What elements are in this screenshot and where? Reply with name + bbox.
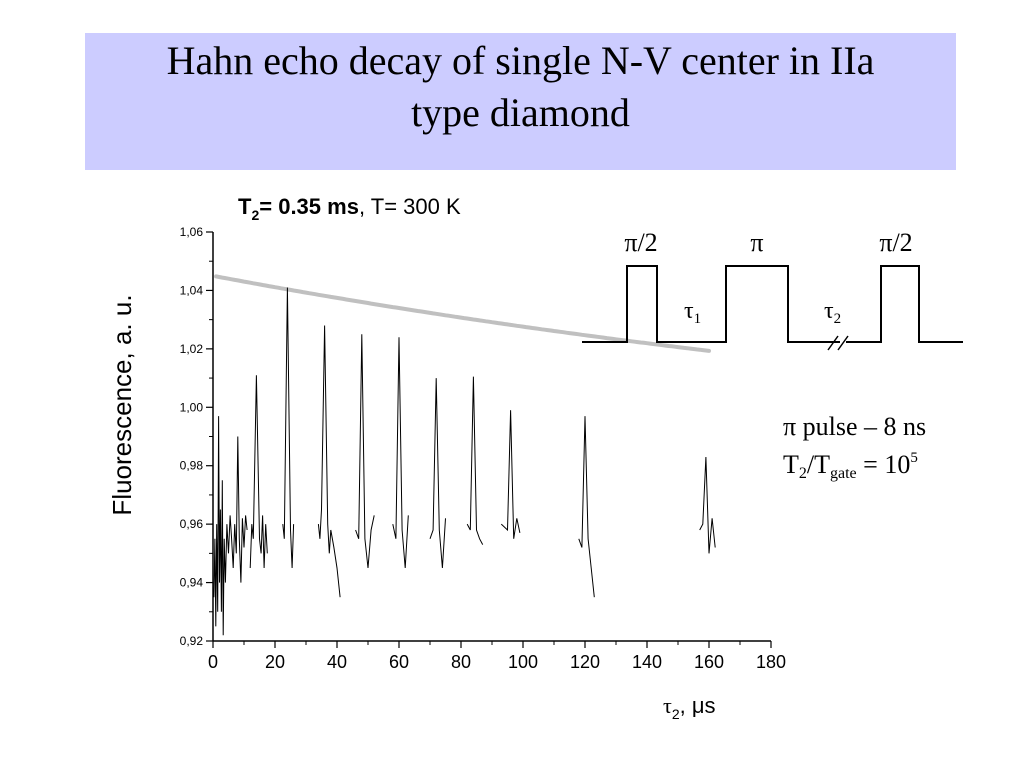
pulse-label-pi: π: [750, 228, 763, 257]
data-segment: [466, 376, 484, 545]
x-tick-label: 80: [451, 652, 471, 672]
data-segment: [699, 456, 716, 554]
slide-title-line2: type diamond: [411, 90, 630, 135]
ratio-t: T: [783, 450, 799, 479]
slide-title: Hahn echo decay of single N-V center in …: [85, 35, 956, 139]
pulse-label-pi-half-2: π/2: [879, 228, 912, 257]
data-segment: [213, 416, 248, 636]
x-tick-label: 140: [632, 652, 662, 672]
x-axis-label-subscript: 2: [672, 706, 680, 722]
ratio-exponent: 5: [910, 450, 918, 466]
tau2-symbol: τ: [824, 298, 834, 324]
data-segment: [317, 325, 341, 598]
data-series-group: [213, 287, 716, 636]
title-box: Hahn echo decay of single N-V center in …: [85, 33, 956, 170]
plot-axes: 0,92 0,94 0,96 0,98 1,00 1,02 1,04 1,06 0 20 40 60 8…: [180, 225, 786, 672]
x-tick-label: 160: [694, 652, 724, 672]
y-tick-label: 1,04: [180, 283, 204, 297]
ratio-gate-subscript: gate: [830, 465, 857, 482]
tau1-symbol: τ: [684, 298, 694, 324]
y-tick-label: 0,96: [180, 517, 204, 531]
ratio-eq: = 10: [857, 450, 911, 479]
y-tick-label: 1,06: [180, 225, 204, 239]
temperature-label: , T= 300 K: [359, 194, 461, 219]
data-segment: [355, 334, 375, 569]
t2-subscript: 2: [251, 207, 259, 223]
axis-break-mark-2: [837, 335, 849, 351]
tau1-label: τ1: [684, 298, 701, 327]
axis-break-mark-1: [827, 335, 839, 351]
t2-value: = 0.35 ms: [259, 194, 359, 219]
x-axis-label-unit: , μs: [680, 693, 716, 718]
data-segment: [500, 410, 521, 539]
fit-curve-group: [214, 274, 711, 353]
data-segment: [249, 375, 268, 569]
pulse-sequence-line-b: [846, 265, 963, 343]
ratio-t-subscript: 2: [799, 465, 807, 482]
x-tick-label: 180: [756, 652, 786, 672]
x-tick-label: 60: [389, 652, 409, 672]
x-tick-label: 40: [327, 652, 347, 672]
time-ratio-text: T2/Tgate = 105: [783, 450, 918, 482]
ratio-mid: /T: [807, 450, 830, 479]
y-tick-label: 1,02: [180, 342, 204, 356]
x-axis-label: τ2, μs: [663, 693, 716, 722]
pulse-sequence-line-a: [582, 265, 840, 343]
y-tick-label: 0,98: [180, 459, 204, 473]
y-axis-label: Fluorescence, a. u.: [107, 294, 137, 515]
slide-title-line1: Hahn echo decay of single N-V center in …: [166, 38, 875, 83]
data-segment: [578, 416, 595, 598]
t2-symbol: T: [238, 194, 252, 219]
pulse-label-pi-half-1: π/2: [624, 228, 657, 257]
data-segment: [429, 378, 446, 569]
y-tick-label: 0,94: [180, 576, 204, 590]
tau2-subscript: 2: [834, 311, 842, 327]
x-tick-label: 100: [508, 652, 538, 672]
x-tick-label: 0: [208, 652, 218, 672]
y-tick-label: 1,00: [180, 400, 204, 414]
tau1-subscript: 1: [694, 311, 702, 327]
tau2-label: τ2: [824, 298, 841, 327]
fit-curve: [214, 274, 711, 353]
t2-annotation: T2= 0.35 ms, T= 300 K: [238, 194, 461, 223]
data-segment: [392, 337, 409, 569]
pulse-duration-text: π pulse – 8 ns: [783, 412, 926, 441]
data-segment: [282, 287, 295, 569]
x-axis-label-symbol: τ: [663, 693, 672, 718]
y-tick-label: 0,92: [180, 634, 204, 648]
x-tick-label: 20: [265, 652, 285, 672]
pulse-sequence-diagram: π/2 π π/2 τ1 τ2: [582, 228, 963, 351]
x-tick-label: 120: [570, 652, 600, 672]
